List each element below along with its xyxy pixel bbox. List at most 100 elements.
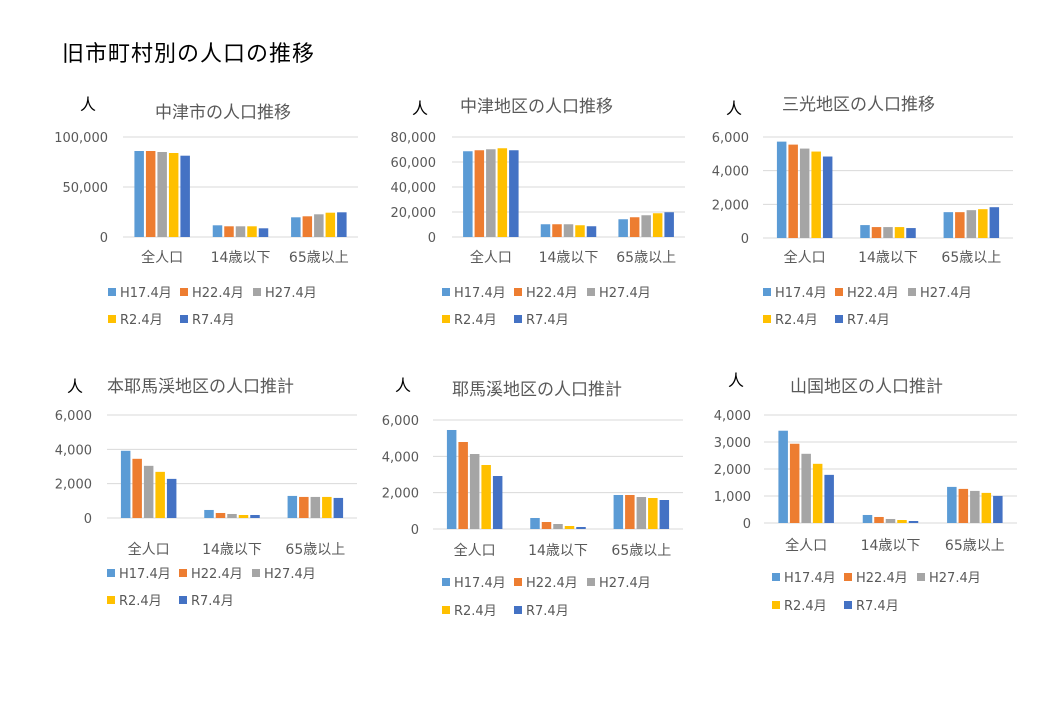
bar (458, 441, 468, 529)
y-tick-label: 4,000 (712, 165, 749, 180)
legend-item: H27.4月 (587, 286, 651, 301)
legend-item: H17.4月 (763, 286, 827, 301)
chart-svg: 中津市の人口推移 人 0 50,000 100,000 全人口 14歳以下 65歳以上 H17.… (54, 95, 358, 328)
legend-item: H17.4月 (442, 286, 506, 301)
bar (978, 209, 988, 238)
bar (180, 155, 190, 237)
bar (860, 225, 870, 238)
legend-swatch (844, 601, 852, 609)
y-tick-label: 0 (743, 517, 751, 532)
chart-title: 三光地区の人口推移 (782, 95, 935, 115)
bar (325, 212, 336, 237)
bar (799, 148, 810, 238)
legend-label: R7.4月 (191, 594, 234, 609)
chart-sanko-district: 三光地区の人口推移 人 0 2,000 4,000 6,000 全人口 14歳以下 65歳以上 H… (710, 92, 1040, 352)
bar (204, 509, 214, 518)
bar (250, 514, 260, 518)
y-tick-label: 80,000 (391, 131, 437, 146)
legend-label: R7.4月 (856, 599, 899, 614)
legend-label: H22.4月 (192, 286, 244, 301)
legend-label: H27.4月 (265, 286, 317, 301)
y-tick-label: 2,000 (712, 198, 749, 213)
bar (145, 151, 156, 237)
legend-swatch (844, 573, 852, 581)
legend-label: H22.4月 (191, 567, 243, 582)
legend-swatch (587, 288, 595, 296)
legend-swatch (442, 578, 450, 586)
legend-swatch (253, 288, 261, 296)
x-category-label: 65歳以上 (289, 250, 349, 266)
legend-item: H22.4月 (179, 567, 243, 582)
chart-honyabakei-district: 本耶馬渓地区の人口推計 人 0 2,000 4,000 6,000 全人口 14歳以下 65歳以… (50, 370, 380, 630)
bar (908, 521, 919, 523)
bar (322, 496, 332, 518)
bar (947, 486, 957, 523)
legend-item: R7.4月 (844, 599, 899, 614)
y-tick-label: 6,000 (382, 414, 419, 429)
legend-item: R2.4月 (772, 599, 827, 614)
legend-swatch (442, 315, 450, 323)
x-category-label: 全人口 (470, 249, 512, 266)
legend-item: R2.4月 (108, 313, 163, 328)
bar (552, 224, 562, 237)
y-axis-unit-label: 人 (412, 99, 428, 118)
y-tick-label: 2,000 (55, 478, 92, 493)
x-category-label: 全人口 (141, 249, 183, 266)
legend-item: H22.4月 (514, 576, 578, 591)
legend-item: R7.4月 (180, 313, 235, 328)
bar (989, 207, 1000, 238)
x-category-label: 65歳以上 (616, 250, 676, 266)
x-category-label: 14歳以下 (858, 250, 918, 266)
y-tick-label: 60,000 (391, 156, 437, 171)
legend-label: H27.4月 (929, 571, 981, 586)
chart-title: 中津地区の人口推移 (460, 97, 613, 117)
legend-swatch (180, 288, 188, 296)
legend-item: H17.4月 (772, 571, 836, 586)
y-axis-unit-label: 人 (726, 99, 742, 118)
bar (883, 227, 893, 238)
bar (481, 464, 491, 529)
legend-swatch (107, 596, 115, 604)
bar (586, 226, 597, 237)
bar (235, 226, 246, 237)
y-tick-label: 3,000 (714, 436, 751, 451)
legend-swatch (763, 288, 771, 296)
y-tick-label: 20,000 (391, 206, 437, 221)
bar (659, 500, 670, 529)
legend-swatch (835, 288, 843, 296)
bar (238, 514, 249, 518)
legend-label: H17.4月 (120, 286, 172, 301)
x-category-label: 14歳以下 (211, 250, 271, 266)
legend-item: R2.4月 (442, 313, 497, 328)
legend-swatch (772, 601, 780, 609)
bar (132, 458, 142, 518)
bar (824, 474, 834, 523)
legend-item: H17.4月 (107, 567, 171, 582)
x-category-label: 14歳以下 (202, 542, 262, 558)
legend-swatch (587, 578, 595, 586)
legend-swatch (252, 569, 260, 577)
legend-label: H27.4月 (920, 286, 972, 301)
bar (970, 490, 980, 523)
legend-label: H22.4月 (526, 576, 578, 591)
bar (299, 496, 309, 518)
bar (120, 450, 131, 518)
y-tick-label: 1,000 (714, 490, 751, 505)
y-tick-label: 40,000 (391, 181, 437, 196)
x-category-label: 14歳以下 (528, 543, 588, 559)
chart-yabakei-district: 耶馬溪地区の人口推計 人 0 2,000 4,000 6,000 全人口 14歳以下 65歳以上… (380, 375, 710, 635)
bar (258, 228, 269, 237)
bar (981, 492, 992, 523)
bar (215, 512, 226, 518)
legend-swatch (772, 573, 780, 581)
bar (943, 212, 954, 238)
legend-item: H22.4月 (514, 286, 578, 301)
bar (776, 141, 787, 238)
bar (497, 148, 508, 237)
legend-swatch (180, 315, 188, 323)
bar (157, 152, 167, 237)
legend-item: R7.4月 (179, 594, 234, 609)
y-axis-unit-label: 人 (80, 95, 96, 114)
bar (811, 151, 821, 238)
chart-nakatsu-district: 中津地区の人口推移 人 0 20,000 40,000 60,000 80,000 全人口 14… (390, 92, 720, 352)
